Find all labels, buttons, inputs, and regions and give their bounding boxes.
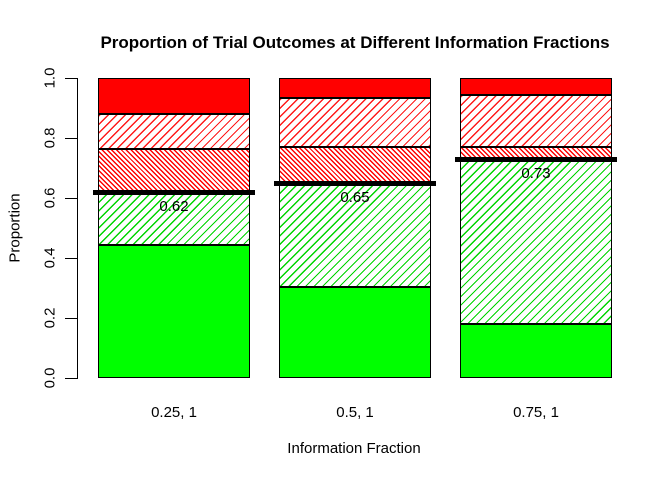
y-tick-0.0 xyxy=(65,378,78,379)
chart-title: Proportion of Trial Outcomes at Differen… xyxy=(100,33,610,52)
y-tick-0.4 xyxy=(65,258,78,259)
bar-segment-hatched-red-outcome xyxy=(279,97,431,147)
bar-segment-hatched-red-outcome xyxy=(98,114,250,149)
y-tick-label-0.8: 0.8 xyxy=(41,127,59,149)
threshold-label-0.62: 0.62 xyxy=(159,198,189,215)
y-tick-0.8 xyxy=(65,138,78,139)
bar-segment-solid-red-outcome xyxy=(460,78,612,95)
threshold-line-0.65 xyxy=(274,181,436,186)
y-tick-label-0.4: 0.4 xyxy=(41,247,59,269)
y-tick-1.0 xyxy=(65,78,78,79)
bar-segment-dense-hatched-red-outcome xyxy=(98,148,250,192)
x-tick-label-2: 0.5, 1 xyxy=(336,404,374,421)
bar-segment-solid-green-outcome xyxy=(98,244,250,378)
bar-segment-solid-green-outcome xyxy=(460,324,612,378)
x-tick-label-3: 0.75, 1 xyxy=(513,404,559,421)
bar-segment-hatched-green-outcome xyxy=(460,159,612,324)
threshold-line-0.62 xyxy=(93,190,255,195)
y-axis-title: Proportion xyxy=(6,193,24,263)
y-tick-0.6 xyxy=(65,198,78,199)
threshold-line-0.73 xyxy=(455,157,617,162)
y-tick-label-0.2: 0.2 xyxy=(41,307,59,329)
x-tick-label-1: 0.25, 1 xyxy=(151,404,197,421)
y-tick-0.2 xyxy=(65,318,78,319)
bar-segment-solid-red-outcome xyxy=(98,78,250,114)
x-axis-title: Information Fraction xyxy=(287,440,421,457)
threshold-label-0.73: 0.73 xyxy=(521,165,551,182)
y-tick-label-1.0: 1.0 xyxy=(41,67,59,89)
bar-segment-dense-hatched-red-outcome xyxy=(279,147,431,183)
y-axis-line xyxy=(77,78,78,379)
bar-segment-solid-red-outcome xyxy=(279,78,431,98)
y-tick-label-0.6: 0.6 xyxy=(41,187,59,209)
bar-segment-solid-green-outcome xyxy=(279,286,431,378)
threshold-label-0.65: 0.65 xyxy=(340,189,370,206)
y-tick-label-0.0: 0.0 xyxy=(41,367,59,389)
bar-segment-hatched-red-outcome xyxy=(460,94,612,147)
bar-segment-hatched-green-outcome xyxy=(279,183,431,287)
